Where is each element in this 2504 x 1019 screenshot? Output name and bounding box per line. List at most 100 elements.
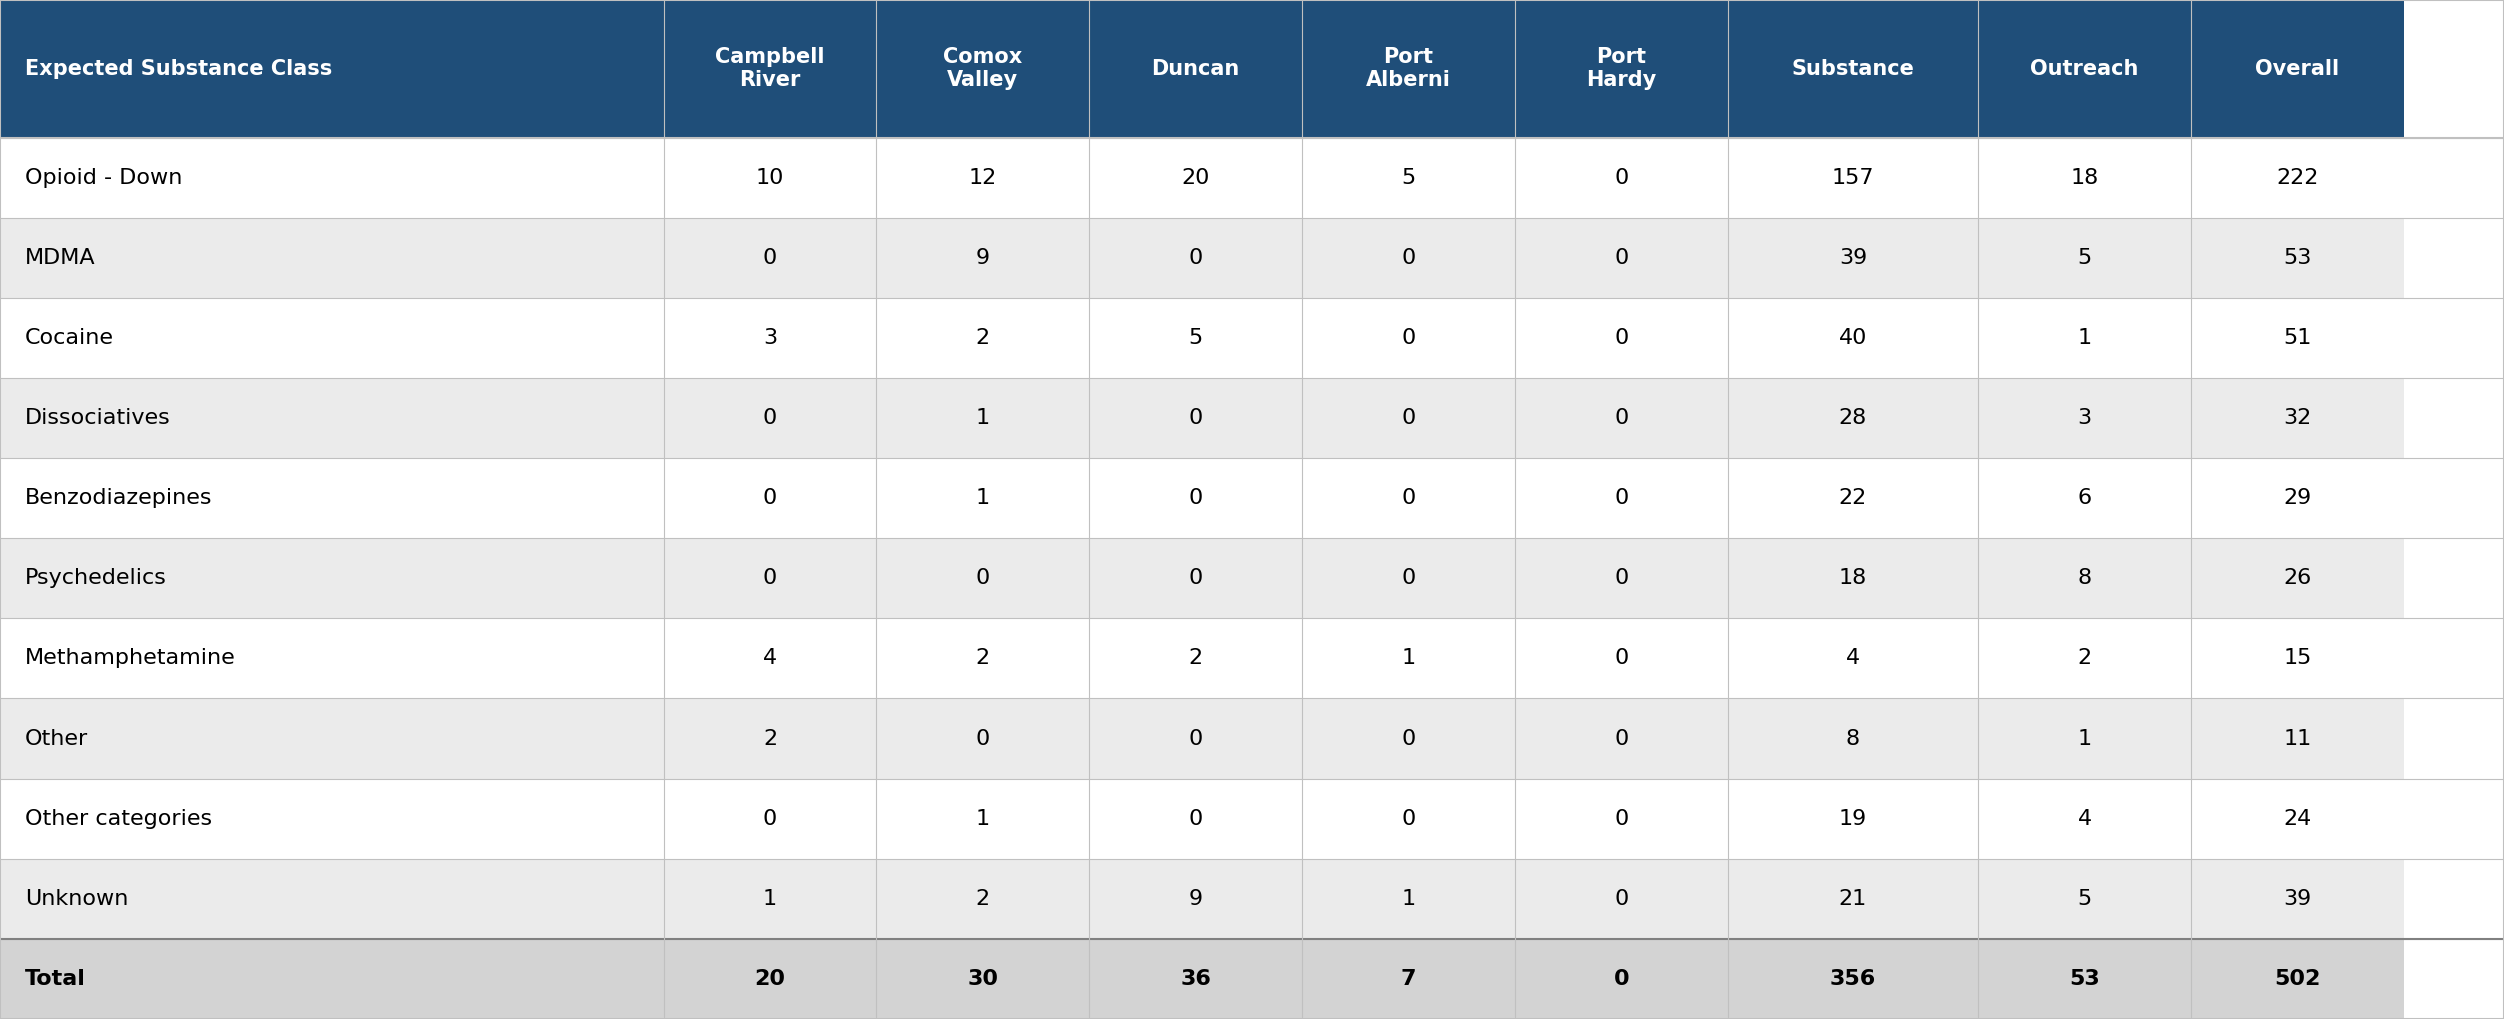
Text: Unknown: Unknown [25, 889, 128, 909]
Text: Cocaine: Cocaine [25, 328, 115, 347]
Bar [664, 779, 876, 859]
Text: 0: 0 [1402, 408, 1415, 428]
Text: Opioid - Down: Opioid - Down [25, 168, 183, 187]
Text: 0: 0 [1615, 328, 1628, 347]
Text: 0: 0 [1189, 408, 1202, 428]
Text: 0: 0 [1402, 729, 1415, 749]
Bar [1978, 298, 2191, 378]
Bar [1515, 698, 1728, 779]
Text: 10: 10 [756, 168, 784, 187]
Text: Substance: Substance [1790, 59, 1916, 78]
Text: Outreach: Outreach [2031, 59, 2138, 78]
Bar [664, 298, 876, 378]
Bar [1089, 378, 1302, 459]
Text: Expected Substance Class: Expected Substance Class [25, 59, 333, 78]
Text: 51: 51 [2284, 328, 2311, 347]
Bar [1089, 0, 1302, 138]
Text: 21: 21 [1838, 889, 1868, 909]
Bar [1089, 859, 1302, 938]
Bar [664, 459, 876, 538]
Text: 28: 28 [1838, 408, 1868, 428]
Bar [1302, 218, 1515, 298]
Text: 0: 0 [1402, 248, 1415, 268]
Text: Methamphetamine: Methamphetamine [25, 648, 235, 668]
Text: 0: 0 [1615, 729, 1628, 749]
Text: Overall: Overall [2256, 59, 2339, 78]
Bar [2191, 0, 2404, 138]
Bar [1515, 298, 1728, 378]
Text: 4: 4 [1845, 648, 1860, 668]
Bar [0, 619, 664, 698]
Text: 1: 1 [977, 408, 989, 428]
Bar [1089, 619, 1302, 698]
Bar [2191, 298, 2404, 378]
Bar [2191, 779, 2404, 859]
Bar [1728, 619, 1978, 698]
Bar [1515, 779, 1728, 859]
Bar [876, 378, 1089, 459]
Text: 157: 157 [1833, 168, 1873, 187]
Bar [1515, 459, 1728, 538]
Bar [664, 538, 876, 619]
Text: 2: 2 [2078, 648, 2091, 668]
Text: 2: 2 [1189, 648, 1202, 668]
Bar [1302, 538, 1515, 619]
Bar [1089, 538, 1302, 619]
Text: 30: 30 [967, 969, 999, 988]
Bar [0, 779, 664, 859]
Bar [1089, 779, 1302, 859]
Bar [1728, 698, 1978, 779]
Text: 6: 6 [2078, 488, 2091, 508]
Text: 12: 12 [969, 168, 997, 187]
Text: 18: 18 [2071, 168, 2098, 187]
Text: 356: 356 [1830, 969, 1875, 988]
Bar [0, 138, 664, 218]
Text: 29: 29 [2284, 488, 2311, 508]
Text: 39: 39 [2284, 889, 2311, 909]
Text: 22: 22 [1838, 488, 1868, 508]
Bar [664, 938, 876, 1019]
Bar [0, 378, 664, 459]
Bar [1302, 138, 1515, 218]
Text: 0: 0 [764, 809, 776, 828]
Bar [1728, 779, 1978, 859]
Bar [876, 218, 1089, 298]
Bar [1302, 779, 1515, 859]
Bar [1515, 538, 1728, 619]
Bar [2191, 459, 2404, 538]
Bar [1302, 619, 1515, 698]
Text: 40: 40 [1838, 328, 1868, 347]
Text: 0: 0 [977, 569, 989, 588]
Text: 0: 0 [1615, 248, 1628, 268]
Bar [664, 378, 876, 459]
Text: 5: 5 [2078, 248, 2091, 268]
Bar [2191, 619, 2404, 698]
Bar [0, 698, 664, 779]
Bar [0, 218, 664, 298]
Bar [876, 859, 1089, 938]
Bar [2191, 378, 2404, 459]
Text: 0: 0 [1189, 569, 1202, 588]
Text: 39: 39 [1838, 248, 1868, 268]
Bar [876, 459, 1089, 538]
Text: 0: 0 [1189, 809, 1202, 828]
Text: 4: 4 [764, 648, 776, 668]
Bar [1515, 938, 1728, 1019]
Text: 0: 0 [1615, 408, 1628, 428]
Bar [876, 138, 1089, 218]
Bar [1302, 938, 1515, 1019]
Bar [1089, 218, 1302, 298]
Bar [876, 538, 1089, 619]
Text: 11: 11 [2284, 729, 2311, 749]
Text: 9: 9 [1189, 889, 1202, 909]
Bar [1515, 138, 1728, 218]
Text: 2: 2 [764, 729, 776, 749]
Text: 0: 0 [764, 569, 776, 588]
Bar [1978, 619, 2191, 698]
Bar [1728, 298, 1978, 378]
Text: Campbell
River: Campbell River [716, 47, 824, 91]
Text: 0: 0 [1189, 729, 1202, 749]
Text: 1: 1 [977, 809, 989, 828]
Bar [0, 298, 664, 378]
Bar [664, 0, 876, 138]
